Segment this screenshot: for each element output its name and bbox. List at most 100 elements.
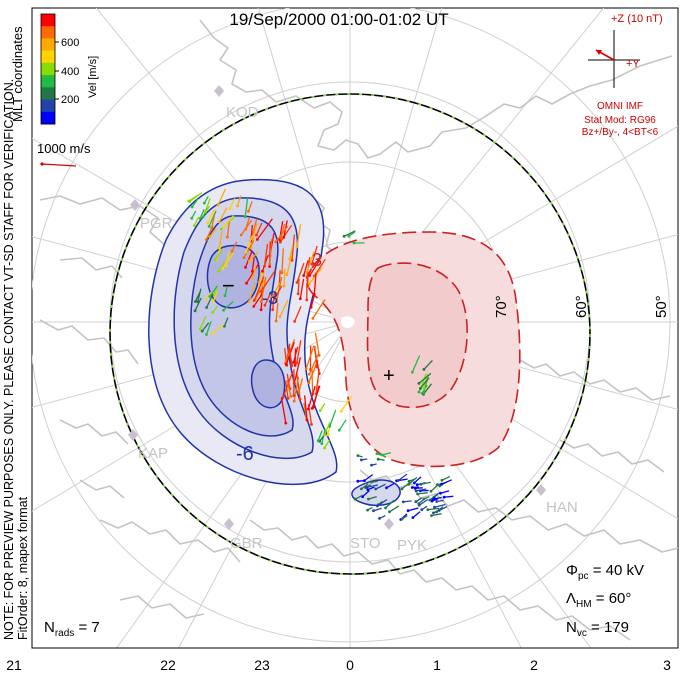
velocity-vector-origin <box>236 204 239 208</box>
velocity-vector-origin <box>422 391 425 395</box>
velocity-vector <box>260 270 276 292</box>
velocity-vector <box>286 373 291 389</box>
velocity-vector <box>251 266 257 279</box>
station-label-kap: KAP <box>138 445 168 462</box>
velocity-vector <box>413 476 422 484</box>
velocity-vector <box>248 251 259 262</box>
velocity-vector-origin <box>271 308 275 312</box>
velocity-vector-origin <box>259 308 263 312</box>
color-bar-segment <box>41 99 55 113</box>
velocity-vector <box>279 224 293 243</box>
velocity-vector-origin <box>363 479 366 482</box>
velocity-vector-origin <box>206 221 210 225</box>
velocity-vector <box>368 495 377 500</box>
velocity-vector-origin <box>274 319 278 323</box>
velocity-vector <box>420 481 431 485</box>
velocity-vector-origin <box>342 234 346 238</box>
stat-radar-count: Nrads = 7 <box>44 619 100 639</box>
velocity-vector-origin <box>205 333 208 336</box>
velocity-vector-origin <box>230 249 234 253</box>
velocity-vector <box>223 301 234 311</box>
velocity-vector-origin <box>306 284 309 288</box>
velocity-vector-origin <box>221 267 225 270</box>
velocity-vector-origin <box>400 517 404 521</box>
contour-label-pos-3: 3 <box>312 250 322 270</box>
velocity-vector-origin <box>380 453 384 457</box>
velocity-vector <box>223 317 229 327</box>
velocity-vector-origin <box>307 372 311 376</box>
velocity-vector-origin <box>268 265 271 268</box>
fit-order-note: FitOrder: 8, mapex format <box>16 496 30 640</box>
velocity-vector-origin <box>255 233 258 237</box>
velocity-vector <box>432 496 442 500</box>
velocity-vector-origin <box>339 409 343 413</box>
latitude-label-60: 60° <box>573 295 590 318</box>
velocity-vector <box>295 372 301 400</box>
velocity-vector <box>418 372 432 384</box>
velocity-vector-origin <box>251 276 255 280</box>
velocity-vector <box>231 241 238 252</box>
velocity-vector <box>275 276 283 302</box>
velocity-vector <box>294 305 302 322</box>
velocity-vector-origin <box>211 332 214 335</box>
velocity-vector <box>323 422 331 436</box>
velocity-vector-origin <box>422 497 426 501</box>
velocity-vector-origin <box>307 381 311 385</box>
velocity-vector-origin <box>285 273 289 276</box>
velocity-vector <box>272 292 275 310</box>
velocity-vector-origin <box>292 399 296 403</box>
velocity-vector-origin <box>440 482 443 486</box>
velocity-vector-origin <box>198 327 202 331</box>
velocity-vector-origin <box>207 225 211 228</box>
velocity-vector <box>222 252 235 269</box>
velocity-vector-origin <box>239 233 243 237</box>
velocity-vector <box>244 197 249 217</box>
mlt-tick-2: 2 <box>530 657 538 673</box>
velocity-vector-origin <box>437 509 441 512</box>
imf-source: OMNI IMF <box>597 101 643 112</box>
velocity-vector <box>286 255 293 275</box>
velocity-vector-origin <box>293 320 296 323</box>
velocity-vector <box>217 188 227 206</box>
velocity-vector <box>303 395 308 421</box>
velocity-vector <box>362 490 370 498</box>
reference-vector-label: 1000 m/s <box>37 141 91 156</box>
velocity-vector-origin <box>204 238 208 242</box>
velocity-vector <box>366 484 379 488</box>
potential-max-marker: + <box>383 365 395 387</box>
reference-vector: 1000 m/s <box>37 141 91 167</box>
velocity-vector <box>411 355 421 373</box>
velocity-vector-origin <box>400 487 404 491</box>
velocity-vector-origin <box>419 482 423 486</box>
velocity-vector-origin <box>248 259 251 263</box>
velocity-vector <box>253 293 264 307</box>
velocity-vector-origin <box>190 205 194 209</box>
velocity-vector-origin <box>326 433 330 437</box>
velocity-vector-origin <box>306 407 310 411</box>
velocity-vector-origin <box>278 315 282 318</box>
mlt-tick-0: 0 <box>346 657 354 673</box>
velocity-vector <box>236 195 242 207</box>
velocity-vector-origin <box>411 370 414 374</box>
velocity-vector <box>193 216 200 226</box>
velocity-vector-origin <box>213 258 217 261</box>
velocity-vector-origin <box>367 497 370 501</box>
velocity-vector-origin <box>433 505 436 509</box>
velocity-vector-origin <box>376 457 380 461</box>
velocity-vector <box>419 377 430 389</box>
velocity-vector-origin <box>295 361 299 365</box>
velocity-vector <box>212 290 219 302</box>
velocity-vector <box>292 346 299 363</box>
velocity-vector <box>208 210 217 227</box>
velocity-vector-origin <box>247 209 250 213</box>
velocity-vector-origin <box>360 487 363 491</box>
velocity-vector <box>269 239 273 264</box>
velocity-vector-origin <box>385 486 388 490</box>
station-label-pgr: PGR <box>140 215 173 232</box>
velocity-vector-origin <box>417 382 421 385</box>
velocity-vector-origin <box>318 409 322 412</box>
velocity-vector-origin <box>226 235 229 239</box>
velocity-vector-origin <box>279 236 283 240</box>
velocity-vector-origin <box>415 483 419 487</box>
velocity-vector <box>194 290 201 302</box>
